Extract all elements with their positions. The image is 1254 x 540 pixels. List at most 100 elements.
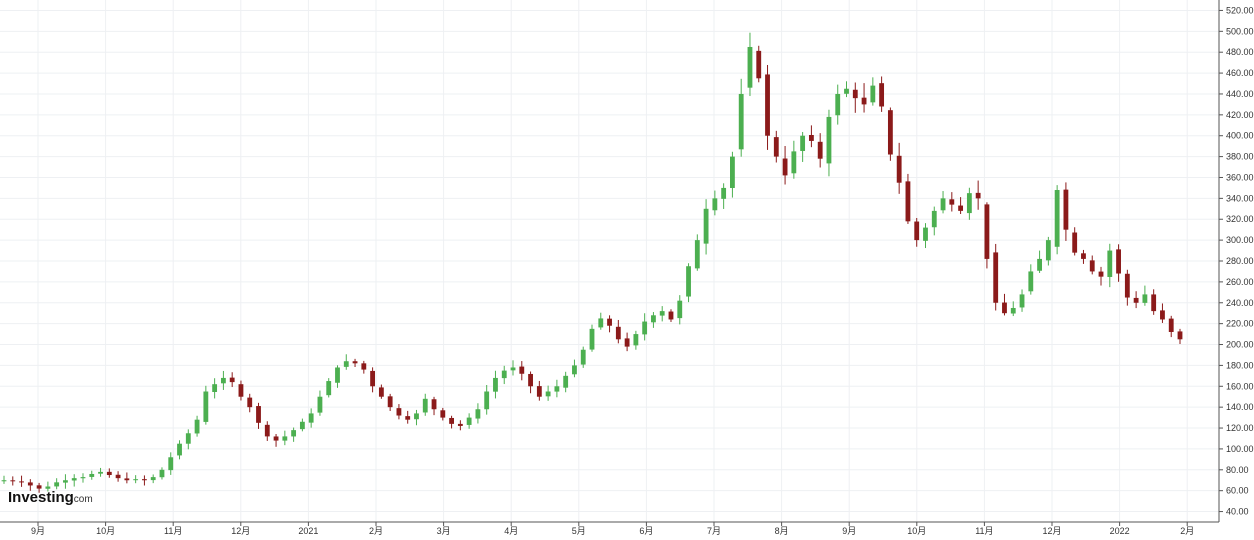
candle-body [343,361,349,367]
candle-body [98,471,103,474]
candle-body [1045,240,1051,261]
candle-body [852,89,858,99]
candle-body [519,366,525,374]
x-tick-label: 4月 [504,526,518,536]
candle-body [203,391,209,422]
candle-body [133,479,139,481]
y-tick-label: 280.00 [1226,256,1254,266]
candle-body [966,193,972,214]
candle-body [405,416,411,420]
candle-body [642,321,648,335]
candle-body [1124,273,1130,298]
y-tick-label: 380.00 [1226,152,1254,162]
candle-body [440,410,446,418]
candle-body [817,141,823,159]
y-tick-label: 80.00 [1226,465,1249,475]
candle-body [721,187,727,199]
candle-body [493,377,498,392]
y-tick-label: 100.00 [1226,444,1254,454]
candle-body [106,471,112,476]
candle-body [545,391,551,397]
candle-body [326,381,332,396]
candle-body [501,370,507,379]
candle-body [782,158,788,176]
candle-body [808,134,814,141]
candle-body [615,326,621,340]
candle-body [247,397,253,408]
y-tick-label: 500.00 [1226,26,1254,36]
candle-body [949,199,955,205]
candle-body [378,387,384,397]
candle-body [940,198,946,211]
candle-body [677,300,683,319]
candle-body [1142,294,1148,303]
candle-body [1037,258,1042,271]
x-tick-label: 9月 [31,526,45,536]
candle-body [659,311,665,316]
candle-body [457,423,463,426]
candle-body [299,421,305,430]
candle-body [185,433,191,444]
y-tick-label: 520.00 [1226,5,1254,15]
x-tick-label: 11月 [975,526,993,536]
y-tick-label: 460.00 [1226,68,1254,78]
candle-body [633,334,639,346]
candle-body [765,74,770,136]
y-tick-label: 400.00 [1226,131,1254,141]
x-tick-label: 8月 [775,526,789,536]
candle-body [800,135,806,151]
candle-body [905,181,911,222]
candle-body [931,210,937,228]
y-tick-label: 60.00 [1226,486,1249,496]
candle-body [10,480,16,482]
candle-body [554,386,560,392]
candle-body [1177,331,1183,340]
x-tick-label: 2022 [1110,526,1130,536]
candle-body [773,137,779,157]
candle-body [1072,232,1078,253]
candle-body [870,85,876,103]
candle-body [1098,271,1104,277]
y-tick-label: 160.00 [1226,381,1254,391]
y-tick-label: 180.00 [1226,360,1254,370]
candle-body [63,480,68,483]
candle-body [572,365,577,375]
y-tick-label: 260.00 [1226,277,1254,287]
candle-body [993,252,999,303]
x-tick-label: 7月 [707,526,721,536]
candle-body [194,419,200,434]
candle-body [220,377,226,384]
candle-body [431,399,437,410]
y-tick-label: 220.00 [1226,319,1254,329]
candle-body [370,370,376,387]
candle-body [668,311,674,320]
candle-body [335,367,340,383]
x-tick-label: 3月 [437,526,451,536]
candle-body [19,481,24,483]
candle-body [1019,294,1025,308]
candle-body [589,328,595,350]
candle-body [71,478,77,481]
candle-body [142,479,147,481]
candle-body [466,417,472,425]
candle-body [361,363,367,370]
candle-body [1089,260,1095,272]
candle-body [887,110,893,155]
candle-body [958,205,964,211]
y-tick-label: 200.00 [1226,340,1254,350]
candle-body [730,156,735,188]
candle-body [712,198,718,211]
x-tick-label: 6月 [639,526,653,536]
candle-body [45,486,51,489]
candle-body [1116,249,1121,274]
x-tick-label: 2021 [298,526,318,536]
candle-body [703,208,709,244]
candle-body [256,406,261,423]
candle-body [580,349,586,365]
y-tick-label: 40.00 [1226,507,1249,517]
candle-body [36,485,42,489]
candle-body [756,50,762,79]
candle-body [115,474,121,479]
candle-body [27,482,33,486]
